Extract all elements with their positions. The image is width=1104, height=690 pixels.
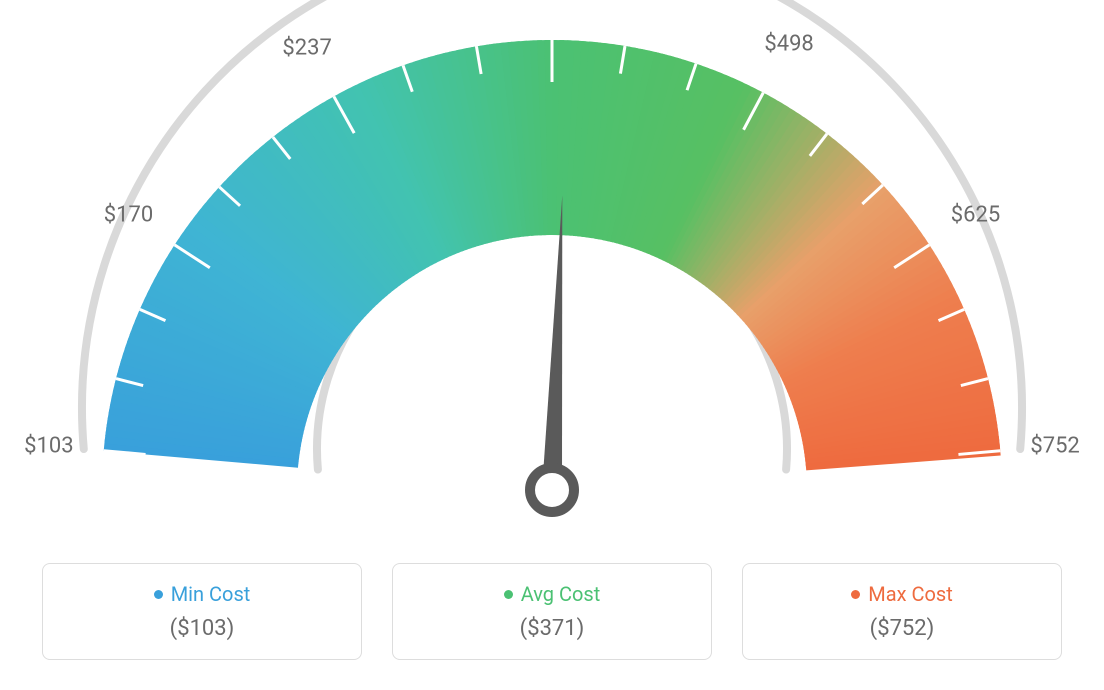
legend-value: ($752) — [753, 616, 1051, 641]
legend-card-max: Max Cost ($752) — [742, 563, 1062, 660]
gauge-chart: $103$170$237$371$498$625$752 — [0, 0, 1104, 560]
dot-icon — [154, 590, 163, 599]
gauge-tick-label: $625 — [951, 202, 1000, 227]
legend-value: ($103) — [53, 616, 351, 641]
legend-label: Max Cost — [868, 582, 953, 606]
gauge-tick-label: $170 — [104, 202, 153, 227]
legend-title-avg: Avg Cost — [504, 582, 601, 606]
legend-value: ($371) — [403, 616, 701, 641]
gauge-tick-label: $237 — [282, 36, 331, 61]
gauge-tick-label: $752 — [1030, 433, 1079, 458]
gauge-tick-label: $498 — [764, 32, 813, 57]
legend-card-min: Min Cost ($103) — [42, 563, 362, 660]
legend-label: Min Cost — [171, 582, 251, 606]
dot-icon — [504, 590, 513, 599]
legend-title-min: Min Cost — [154, 582, 251, 606]
legend-card-avg: Avg Cost ($371) — [392, 563, 712, 660]
gauge-svg — [0, 0, 1104, 560]
legend-title-max: Max Cost — [851, 582, 953, 606]
gauge-tick-label: $103 — [24, 433, 73, 458]
legend-row: Min Cost ($103) Avg Cost ($371) Max Cost… — [0, 563, 1104, 660]
dot-icon — [851, 590, 860, 599]
legend-label: Avg Cost — [521, 582, 601, 606]
